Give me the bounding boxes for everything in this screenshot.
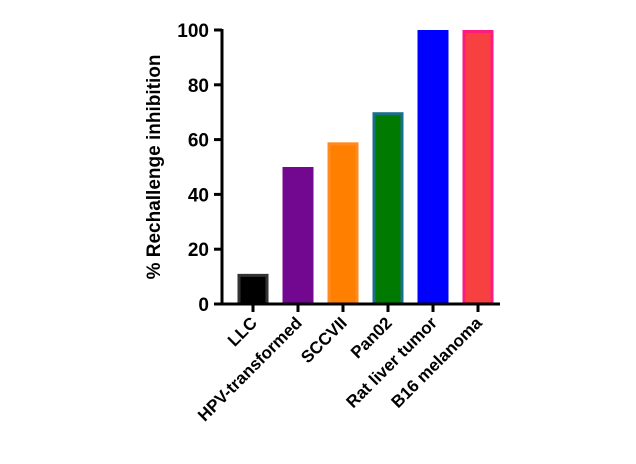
- y-tick-label: 20: [188, 240, 209, 261]
- y-tick-label: 100: [177, 21, 209, 42]
- y-tick-label: 80: [188, 76, 209, 97]
- bar: [282, 167, 314, 306]
- x-tick-label: SCCVII: [297, 313, 351, 367]
- y-tick-label: 40: [188, 185, 209, 206]
- bar: [372, 112, 404, 306]
- y-tick-label: 0: [198, 295, 209, 316]
- y-axis-label: % Rechallenge inhibition: [144, 55, 165, 280]
- x-tick-label: LLC: [224, 313, 261, 350]
- bar: [417, 30, 449, 306]
- bar: [327, 142, 359, 306]
- bar: [462, 30, 494, 306]
- bar: [237, 273, 269, 306]
- y-tick-label: 60: [188, 131, 209, 152]
